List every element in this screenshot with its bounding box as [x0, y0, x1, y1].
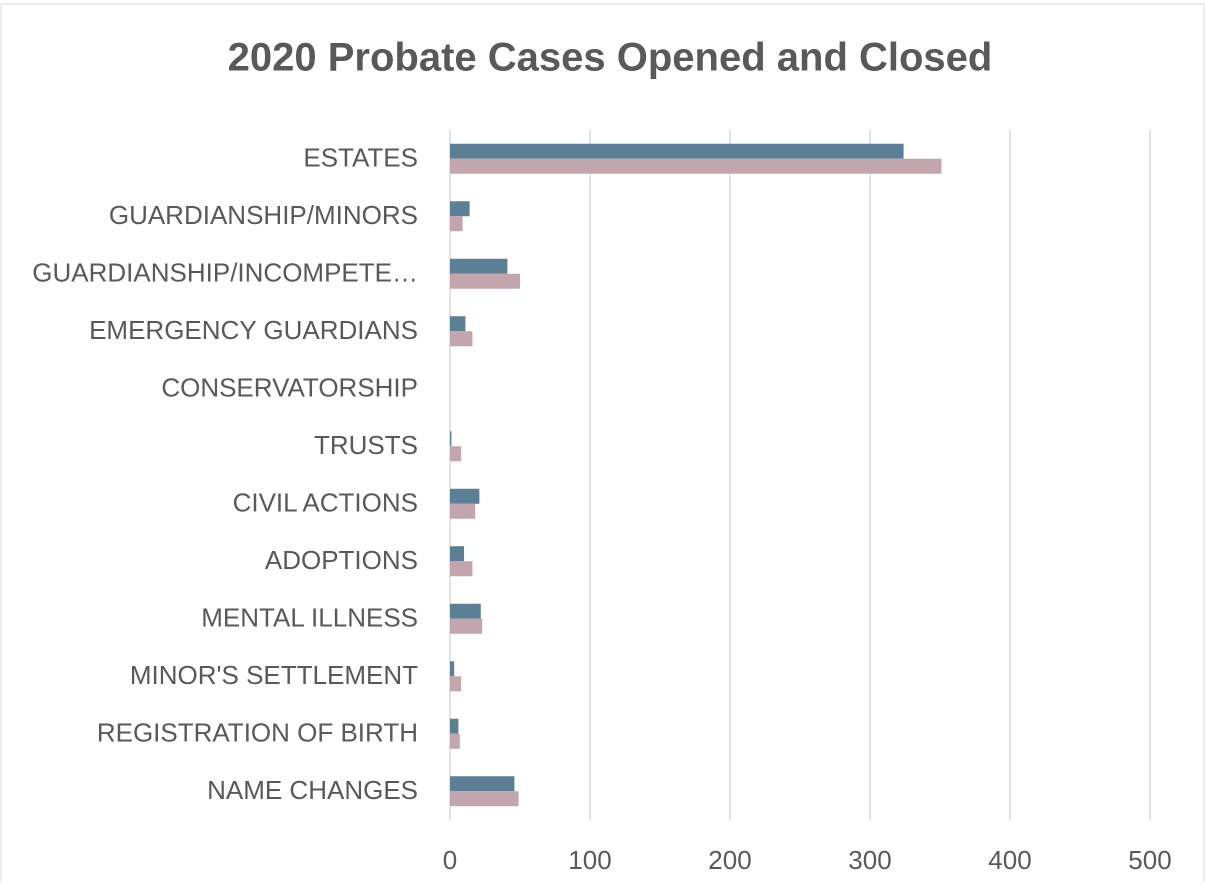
- y-tick-label: TRUSTS: [314, 430, 418, 460]
- bar: [450, 546, 464, 562]
- y-tick-label: REGISTRATION OF BIRTH: [97, 718, 418, 748]
- bar: [450, 216, 463, 232]
- y-tick-label: EMERGENCY GUARDIANS: [89, 315, 418, 345]
- x-tick-label: 400: [988, 845, 1031, 875]
- chart-frame: [0, 3, 1205, 887]
- x-tick-label: 200: [708, 845, 751, 875]
- bar: [450, 776, 515, 792]
- bar: [450, 488, 480, 504]
- bar: [450, 431, 452, 447]
- chart-title: 2020 Probate Cases Opened and Closed: [228, 36, 993, 80]
- bar: [450, 503, 476, 519]
- y-tick-label: MENTAL ILLNESS: [201, 603, 418, 633]
- y-tick-label: MINOR'S SETTLEMENT: [130, 660, 418, 690]
- bar: [450, 258, 508, 274]
- x-tick-label: 0: [443, 845, 457, 875]
- bar: [450, 618, 483, 634]
- bar: [450, 446, 462, 462]
- bar: [450, 561, 473, 577]
- y-tick-label: CONSERVATORSHIP: [161, 373, 418, 403]
- bar: [450, 791, 519, 807]
- y-tick-label: GUARDIANSHIP/INCOMPETE…: [32, 258, 418, 288]
- bar: [450, 143, 904, 159]
- y-tick-label: CIVIL ACTIONS: [233, 488, 418, 518]
- bar: [450, 676, 462, 692]
- y-tick-label: NAME CHANGES: [207, 775, 418, 805]
- bar: [450, 718, 459, 734]
- bar: [450, 201, 470, 217]
- bar: [450, 158, 942, 174]
- bar: [450, 331, 473, 347]
- y-tick-label: GUARDIANSHIP/MINORS: [109, 200, 418, 230]
- bar: [450, 316, 466, 332]
- bar: [450, 603, 481, 619]
- bar: [450, 661, 455, 677]
- y-tick-label: ADOPTIONS: [265, 545, 418, 575]
- y-tick-label: ESTATES: [303, 143, 418, 173]
- x-tick-label: 500: [1128, 845, 1171, 875]
- bar: [450, 273, 520, 289]
- x-tick-label: 100: [568, 845, 611, 875]
- bar: [450, 733, 460, 749]
- x-tick-label: 300: [848, 845, 891, 875]
